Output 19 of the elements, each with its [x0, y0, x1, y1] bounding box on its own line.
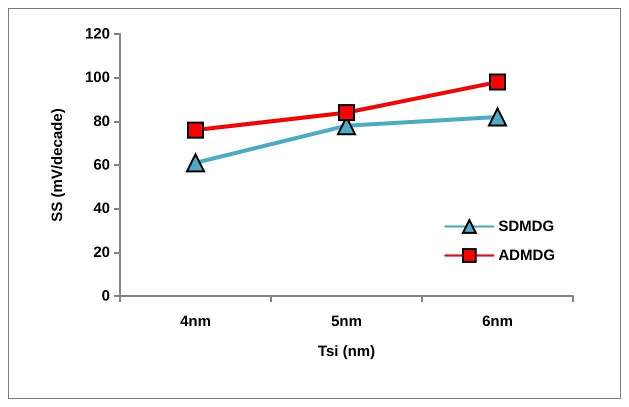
point	[488, 107, 507, 126]
y-tick-label: 120	[84, 26, 110, 42]
x-tick-label: 6nm	[482, 313, 513, 330]
y-tick-label: 0	[102, 288, 110, 304]
y-tick-label: 40	[93, 200, 110, 218]
legend-label: SDMDG	[498, 218, 554, 235]
x-tick-label: 4nm	[180, 313, 211, 330]
y-tick-label: 20	[93, 244, 110, 261]
y-tick-label: 100	[84, 69, 110, 86]
legend-label: ADMDG	[498, 247, 556, 264]
x-tick-label: 5nm	[331, 313, 362, 330]
y-tick-label: 60	[93, 156, 110, 174]
x-axis-title: Tsi (nm)	[318, 343, 376, 360]
point	[187, 122, 204, 139]
point	[489, 74, 506, 91]
point	[338, 104, 355, 122]
y-axis-title: SS (mV/decade)	[49, 108, 66, 222]
point	[186, 153, 205, 172]
y-tick-label: 80	[93, 112, 110, 130]
